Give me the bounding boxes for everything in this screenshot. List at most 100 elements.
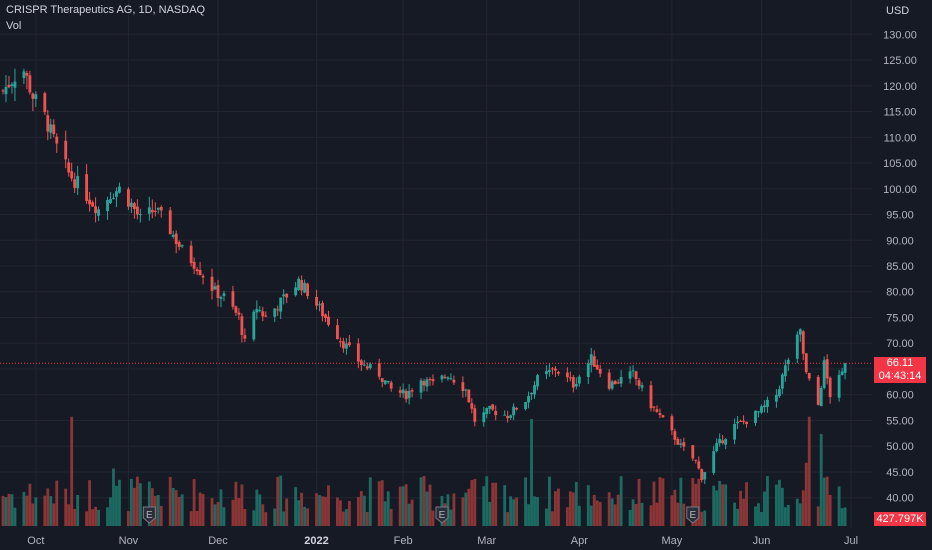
candle (819, 385, 823, 407)
candle (70, 162, 74, 182)
candle (783, 359, 787, 382)
volume-bar (258, 494, 262, 526)
price-tick-label: 75.00 (886, 312, 914, 324)
volume-bar (22, 491, 26, 526)
candle-body (115, 191, 118, 197)
candle-body (344, 343, 348, 349)
volume-bar (682, 503, 686, 526)
candle (536, 373, 539, 391)
candle (766, 396, 769, 413)
volume-bar (807, 416, 811, 526)
candle (46, 110, 50, 141)
candle (446, 376, 450, 381)
candle-body (43, 93, 47, 113)
candle-body (279, 297, 283, 312)
candle (634, 370, 638, 386)
candle (556, 370, 560, 376)
price-tick-label: 40.00 (886, 493, 914, 505)
volume-bar (777, 479, 781, 526)
earnings-marker[interactable]: E (142, 506, 156, 524)
candle (273, 308, 277, 323)
candle (88, 191, 92, 212)
volume-bar (640, 503, 644, 526)
volume-bar (7, 493, 11, 526)
candle (4, 75, 8, 103)
candle-body (210, 276, 214, 291)
volume-bar (198, 492, 202, 526)
volume-bar (616, 494, 620, 526)
candle (76, 165, 80, 195)
time-tick-label: May (661, 535, 682, 547)
candle (649, 380, 653, 412)
volume-bar (28, 483, 32, 526)
candle (132, 201, 136, 219)
candle (428, 377, 432, 386)
volume-bar (825, 476, 829, 526)
candle-body (422, 381, 426, 386)
earnings-marker[interactable]: E (435, 506, 449, 524)
candle (491, 403, 495, 411)
volume-bar (129, 478, 133, 526)
candle (365, 362, 369, 371)
candle (745, 421, 748, 428)
candle (637, 377, 641, 390)
candle-body (171, 234, 175, 237)
candle (506, 410, 510, 423)
volume-bar (380, 480, 384, 526)
candle-body (655, 409, 659, 412)
candle-body (527, 396, 530, 403)
volume-bar (297, 500, 301, 526)
candle-body (816, 376, 820, 405)
candle (180, 244, 184, 249)
candle (10, 82, 14, 94)
candle (201, 273, 205, 285)
earnings-marker[interactable]: E (686, 506, 700, 524)
candle-body (106, 199, 109, 212)
candle-body (138, 214, 142, 216)
candle (449, 373, 453, 381)
volume-bar (356, 496, 360, 526)
candle (276, 305, 280, 316)
volume-bar (801, 490, 805, 526)
candle-body (67, 162, 71, 173)
candle (318, 301, 321, 312)
candle (628, 366, 632, 384)
candle (754, 410, 757, 426)
candle (739, 419, 742, 422)
candle (613, 379, 617, 385)
candle-body (359, 360, 363, 366)
candle-body (153, 210, 157, 212)
volume-bar (503, 485, 507, 526)
candle (530, 392, 533, 400)
candle-body (739, 420, 742, 422)
volume-bar (147, 481, 151, 526)
candle (509, 414, 513, 420)
volume-bar (76, 494, 80, 526)
volume-bar (574, 481, 578, 526)
candle-body (715, 443, 719, 452)
candle-body (10, 84, 14, 86)
candle-body (368, 364, 372, 368)
candle-body (255, 308, 259, 313)
candle (694, 459, 698, 464)
candle (401, 383, 405, 398)
time-axis: Oct Nov Dec 2022 Feb Mar Apr May Jun Jul (27, 535, 858, 547)
candle (837, 369, 841, 402)
candle (252, 309, 256, 342)
volume-bar (13, 507, 17, 526)
volume-bar (485, 476, 489, 526)
candle (485, 407, 489, 419)
candle (565, 367, 569, 383)
candle (670, 413, 674, 435)
volume-bar (425, 491, 429, 526)
volume-bar (700, 511, 704, 526)
candle-body (506, 415, 510, 419)
candle-body (679, 443, 683, 445)
candle-body (180, 245, 184, 247)
candle (362, 359, 366, 367)
candle-body (631, 370, 635, 372)
volume-bar (386, 491, 390, 526)
volume-bar (398, 486, 402, 526)
candle (85, 164, 89, 204)
